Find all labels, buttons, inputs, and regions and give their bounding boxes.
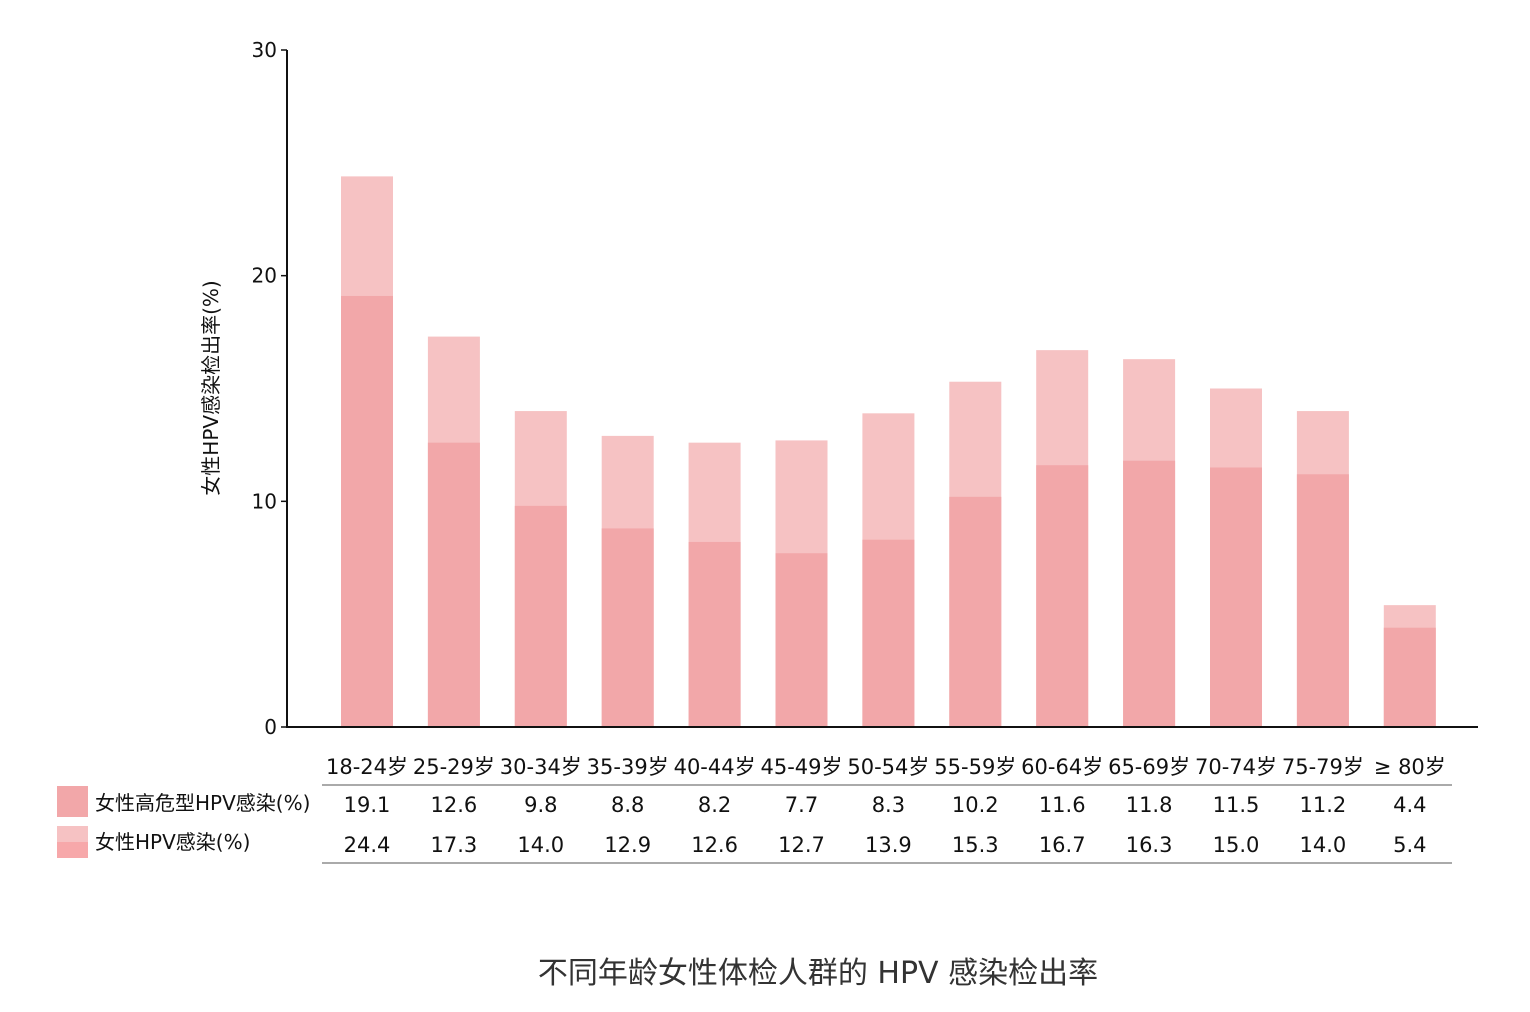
table-cell-0-11: 11.2	[1300, 793, 1347, 817]
category-label-6: 50-54岁	[847, 755, 929, 779]
table-cell-1-0: 24.4	[344, 833, 391, 857]
bar-high-risk-12	[1383, 627, 1436, 727]
legend-swatch-hpv	[57, 826, 88, 858]
bar-high-risk-3	[601, 528, 654, 727]
table-cell-0-2: 9.8	[524, 793, 557, 817]
table-cell-1-12: 5.4	[1393, 833, 1426, 857]
bar-high-risk-8	[1036, 465, 1089, 727]
legend-swatch-hpv-bottom	[57, 842, 88, 858]
table-cell-0-6: 8.3	[872, 793, 905, 817]
chart-title: 不同年龄女性体检人群的 HPV 感染检出率	[538, 956, 1098, 991]
table-cell-1-3: 12.9	[604, 833, 651, 857]
category-label-4: 40-44岁	[674, 755, 756, 779]
bar-high-risk-10	[1210, 467, 1262, 727]
table-cell-0-10: 11.5	[1213, 793, 1260, 817]
table-cell-1-10: 15.0	[1213, 833, 1260, 857]
legend-swatch-hpv-top	[57, 826, 88, 842]
table-cell-0-12: 4.4	[1393, 793, 1426, 817]
table-cell-1-4: 12.6	[691, 833, 738, 857]
table-cell-0-4: 8.2	[698, 793, 731, 817]
table-cell-1-5: 12.7	[778, 833, 825, 857]
category-label-11: 75-79岁	[1282, 755, 1364, 779]
y-axis-label: 女性HPV感染检出率(%)	[199, 280, 223, 495]
bar-high-risk-7	[949, 496, 1002, 727]
table-cell-1-8: 16.7	[1039, 833, 1086, 857]
table-cell-0-1: 12.6	[431, 793, 478, 817]
data-table: 18-24岁 25-29岁 30-34岁 35-39岁 40-44岁 45-49岁 50-5…	[57, 755, 1452, 864]
bar-high-risk-4	[688, 541, 741, 727]
y-tick-label-20: 20	[252, 264, 277, 288]
legend-swatch-high-risk	[57, 786, 88, 817]
bar-high-risk-2	[514, 505, 567, 727]
table-cell-0-3: 8.8	[611, 793, 644, 817]
category-label-7: 55-59岁	[934, 755, 1016, 779]
table-cell-0-8: 11.6	[1039, 793, 1086, 817]
table-cell-0-7: 10.2	[952, 793, 999, 817]
table-cell-1-7: 15.3	[952, 833, 999, 857]
category-label-0: 18-24岁	[326, 755, 408, 779]
table-cell-1-6: 13.9	[865, 833, 912, 857]
bar-high-risk-0	[341, 295, 393, 727]
bars-layer	[341, 176, 1436, 727]
table-cell-1-2: 14.0	[517, 833, 564, 857]
category-label-5: 45-49岁	[760, 755, 842, 779]
bar-high-risk-11	[1296, 474, 1349, 727]
table-cell-0-0: 19.1	[344, 793, 391, 817]
bar-high-risk-5	[775, 553, 828, 727]
category-label-10: 70-74岁	[1195, 755, 1277, 779]
table-cell-1-1: 17.3	[431, 833, 478, 857]
category-label-3: 35-39岁	[587, 755, 669, 779]
table-cell-1-9: 16.3	[1126, 833, 1173, 857]
bar-high-risk-6	[862, 539, 915, 727]
category-label-2: 30-34岁	[500, 755, 582, 779]
category-label-9: 65-69岁	[1108, 755, 1190, 779]
table-cell-0-5: 7.7	[785, 793, 818, 817]
table-cell-0-9: 11.8	[1126, 793, 1173, 817]
bar-high-risk-9	[1123, 460, 1176, 727]
y-tick-label-10: 10	[252, 489, 277, 513]
axes-layer: 0 10 20 30	[252, 38, 1478, 739]
category-label-12: ≥ 80岁	[1374, 755, 1446, 779]
category-label-8: 60-64岁	[1021, 755, 1103, 779]
legend-label-hpv: 女性HPV感染(%)	[95, 830, 250, 854]
bar-high-risk-1	[427, 442, 480, 727]
legend-label-high-risk: 女性高危型HPV感染(%)	[95, 791, 310, 815]
y-tick-label-0: 0	[264, 715, 277, 739]
y-tick-label-30: 30	[252, 38, 277, 62]
category-label-1: 25-29岁	[413, 755, 495, 779]
table-cell-1-11: 14.0	[1300, 833, 1347, 857]
